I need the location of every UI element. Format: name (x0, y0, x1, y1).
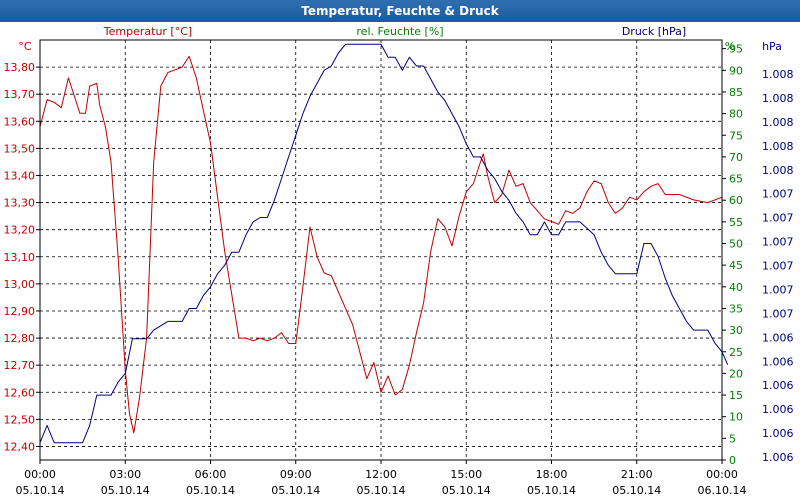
humidity-tick-label: 20 (729, 367, 743, 380)
humidity-tick-label: 70 (729, 151, 743, 164)
pressure-tick-label: 1.007 (762, 188, 794, 201)
x-tick-date: 05.10.14 (442, 484, 491, 497)
humidity-tick-label: 80 (729, 108, 743, 121)
x-tick-date: 05.10.14 (612, 484, 661, 497)
humidity-tick-label: 50 (729, 238, 743, 251)
x-tick-time: 03:00 (109, 468, 141, 481)
humidity-tick-label: 75 (729, 129, 743, 142)
humidity-tick-label: 90 (729, 64, 743, 77)
pressure-tick-label: 1.007 (762, 212, 794, 225)
grid-lines (40, 40, 722, 460)
temperature-tick-label: 13,40 (4, 169, 36, 182)
humidity-tick-label: 15 (729, 389, 743, 402)
humidity-tick-label: 35 (729, 302, 743, 315)
pressure-tick-label: 1.007 (762, 236, 794, 249)
pressure-tick-label: 1.006 (762, 403, 794, 416)
temperature-tick-label: 12,50 (4, 413, 36, 426)
temperature-tick-label: 13,80 (4, 61, 36, 74)
temperature-tick-label: 13,70 (4, 88, 36, 101)
x-tick-date: 06.10.14 (698, 484, 747, 497)
pressure-axis: 1.006 1.006 1.006 1.006 1.006 1.006 1.007 1.007… (762, 68, 794, 464)
x-tick-time: 06:00 (195, 468, 227, 481)
temperature-series-line (39, 55, 723, 434)
temperature-tick-label: 13,20 (4, 224, 36, 237)
humidity-tick-label: 0 (729, 454, 736, 467)
x-tick-time: 12:00 (365, 468, 397, 481)
x-tick-time: 00:00 (706, 468, 738, 481)
humidity-tick-label: 60 (729, 194, 743, 207)
pressure-tick-label: 1.008 (762, 68, 794, 81)
humidity-tick-label: 45 (729, 259, 743, 272)
x-tick-date: 05.10.14 (16, 484, 65, 497)
temperature-tick-label: 12,90 (4, 305, 36, 318)
humidity-tick-label: 10 (729, 411, 743, 424)
pressure-tick-label: 1.007 (762, 283, 794, 296)
temperature-tick-label: 12,80 (4, 332, 36, 345)
temperature-tick-label: 12,40 (4, 440, 36, 453)
humidity-axis: 0 5 10 15 20 25 30 35 40 45 50 55 60 65 70 75 80 85 90 95 (722, 43, 743, 467)
pressure-tick-label: 1.007 (762, 260, 794, 273)
x-tick-time: 21:00 (621, 468, 653, 481)
temperature-tick-label: 12,60 (4, 386, 36, 399)
x-tick-time: 15:00 (450, 468, 482, 481)
temperature-tick-label: 12,70 (4, 359, 36, 372)
temperature-unit: °C (18, 40, 32, 53)
humidity-tick-label: 65 (729, 173, 743, 186)
pressure-tick-label: 1.008 (762, 140, 794, 153)
x-tick-date: 05.10.14 (101, 484, 150, 497)
humidity-series-line (39, 43, 729, 444)
temperature-tick-label: 13,00 (4, 278, 36, 291)
pressure-tick-label: 1.007 (762, 307, 794, 320)
temperature-tick-label: 13,60 (4, 115, 36, 128)
x-tick-time: 18:00 (536, 468, 568, 481)
pressure-tick-label: 1.008 (762, 92, 794, 105)
temperature-axis: 12,40 12,50 12,60 12,70 12,80 12,90 13,00 13,10… (4, 61, 40, 453)
x-tick-time: 09:00 (280, 468, 312, 481)
x-tick-date: 05.10.14 (186, 484, 235, 497)
pressure-tick-label: 1.008 (762, 116, 794, 129)
humidity-unit: % (725, 40, 735, 53)
humidity-tick-label: 85 (729, 86, 743, 99)
temperature-tick-label: 13,50 (4, 142, 36, 155)
x-tick-date: 05.10.14 (357, 484, 406, 497)
humidity-legend: rel. Feuchte [%] (356, 25, 443, 38)
pressure-legend: Druck [hPa] (622, 25, 686, 38)
temperature-tick-label: 13,30 (4, 197, 36, 210)
humidity-tick-label: 5 (729, 432, 736, 445)
x-tick-date: 05.10.14 (271, 484, 320, 497)
humidity-tick-label: 95 (729, 43, 743, 56)
humidity-tick-label: 40 (729, 281, 743, 294)
series-layer (39, 43, 729, 444)
pressure-unit: hPa (762, 40, 782, 53)
pressure-tick-label: 1.006 (762, 451, 794, 464)
pressure-tick-label: 1.006 (762, 331, 794, 344)
humidity-tick-label: 25 (729, 346, 743, 359)
x-tick-time: 00:00 (24, 468, 56, 481)
pressure-tick-label: 1.006 (762, 379, 794, 392)
pressure-tick-label: 1.006 (762, 355, 794, 368)
x-tick-date: 05.10.14 (527, 484, 576, 497)
time-axis: 00:00 05.10.14 03:00 05.10.14 06:00 05.10.14 0… (16, 460, 747, 497)
humidity-tick-label: 30 (729, 324, 743, 337)
pressure-tick-label: 1.006 (762, 427, 794, 440)
temperature-legend: Temperatur [°C] (103, 25, 192, 38)
temperature-tick-label: 13,10 (4, 251, 36, 264)
chart-title: Temperatur, Feuchte & Druck (0, 0, 800, 22)
humidity-tick-label: 55 (729, 216, 743, 229)
pressure-tick-label: 1.008 (762, 164, 794, 177)
